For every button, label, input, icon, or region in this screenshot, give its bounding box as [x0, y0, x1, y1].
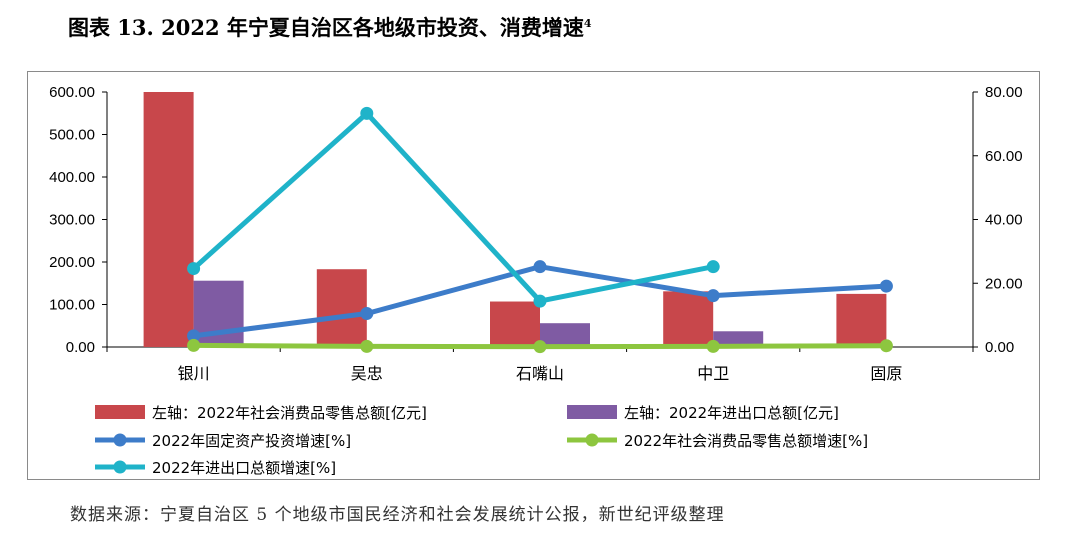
fixed-investment-growth-point: [187, 329, 201, 343]
legend-label: 左轴：2022年社会消费品零售总额[亿元]: [152, 404, 427, 422]
source-note: 数据来源：宁夏自治区 5 个地级市国民经济和社会发展统计公报，新世纪评级整理: [70, 505, 725, 525]
retail-growth-point: [533, 340, 547, 354]
trade-volume-bar: [713, 331, 764, 347]
chart-canvas: 0.00 100.00 200.00 300.00 400.00 500.00 600.00…: [49, 84, 1023, 477]
retail-growth-point: [187, 338, 201, 352]
category-label: 中卫: [697, 364, 729, 383]
retail-sales-bar: [836, 293, 887, 347]
retail-sales-bar: [663, 291, 714, 347]
trade-growth-line: [191, 110, 714, 304]
legend-swatch-bar: [95, 405, 145, 419]
fixed-investment-growth-point: [879, 279, 893, 293]
left-tick-label: 200.00: [49, 254, 95, 271]
left-tick-label: 400.00: [49, 169, 95, 186]
category-label: 石嘴山: [516, 364, 564, 383]
trade-volume-bar: [540, 323, 590, 347]
fixed-investment-growth-point: [533, 260, 547, 274]
retail-growth-point: [360, 339, 374, 353]
right-tick-label: 0.00: [985, 339, 1014, 356]
retail-growth-point: [879, 339, 893, 353]
legend-label: 2022年社会消费品零售总额增速[%]: [624, 432, 868, 450]
right-tick-label: 60.00: [985, 148, 1023, 165]
chart-title: 图表 13. 2022 年宁夏自治区各地级市投资、消费增速4: [68, 15, 592, 40]
category-label: 固原: [870, 364, 902, 383]
fixed-investment-growth-point: [706, 289, 720, 303]
right-tick-label: 40.00: [985, 212, 1023, 229]
legend-label: 2022年进出口总额增速[%]: [152, 459, 336, 477]
left-tick-label: 100.00: [49, 297, 95, 314]
category-label: 吴忠: [351, 364, 383, 383]
retail-sales-bar: [143, 92, 194, 347]
legend-swatch-marker: [585, 433, 599, 447]
trade-growth-point: [706, 260, 720, 274]
left-tick-label: 0.00: [66, 339, 95, 356]
chart-frame: [27, 71, 1040, 480]
left-tick-label: 300.00: [49, 212, 95, 229]
legend-label: 2022年固定资产投资增速[%]: [152, 432, 351, 450]
fixed-investment-growth-point: [360, 307, 374, 321]
legend-label: 左轴：2022年进出口总额[亿元]: [624, 404, 839, 422]
retail-growth-point: [706, 339, 720, 353]
category-label: 银川: [178, 364, 210, 383]
retail-sales-bar: [490, 301, 540, 347]
right-tick-label: 20.00: [985, 275, 1023, 292]
left-tick-label: 600.00: [49, 84, 95, 101]
legend-swatch-marker: [113, 433, 127, 447]
trade-growth-point: [533, 294, 547, 308]
trade-growth-point: [360, 106, 374, 120]
legend-swatch-marker: [113, 460, 127, 474]
left-tick-label: 500.00: [49, 127, 95, 144]
legend-swatch-bar: [567, 405, 617, 419]
trade-growth-point: [187, 262, 201, 276]
right-tick-label: 80.00: [985, 84, 1023, 101]
retail-sales-bar: [316, 269, 367, 347]
